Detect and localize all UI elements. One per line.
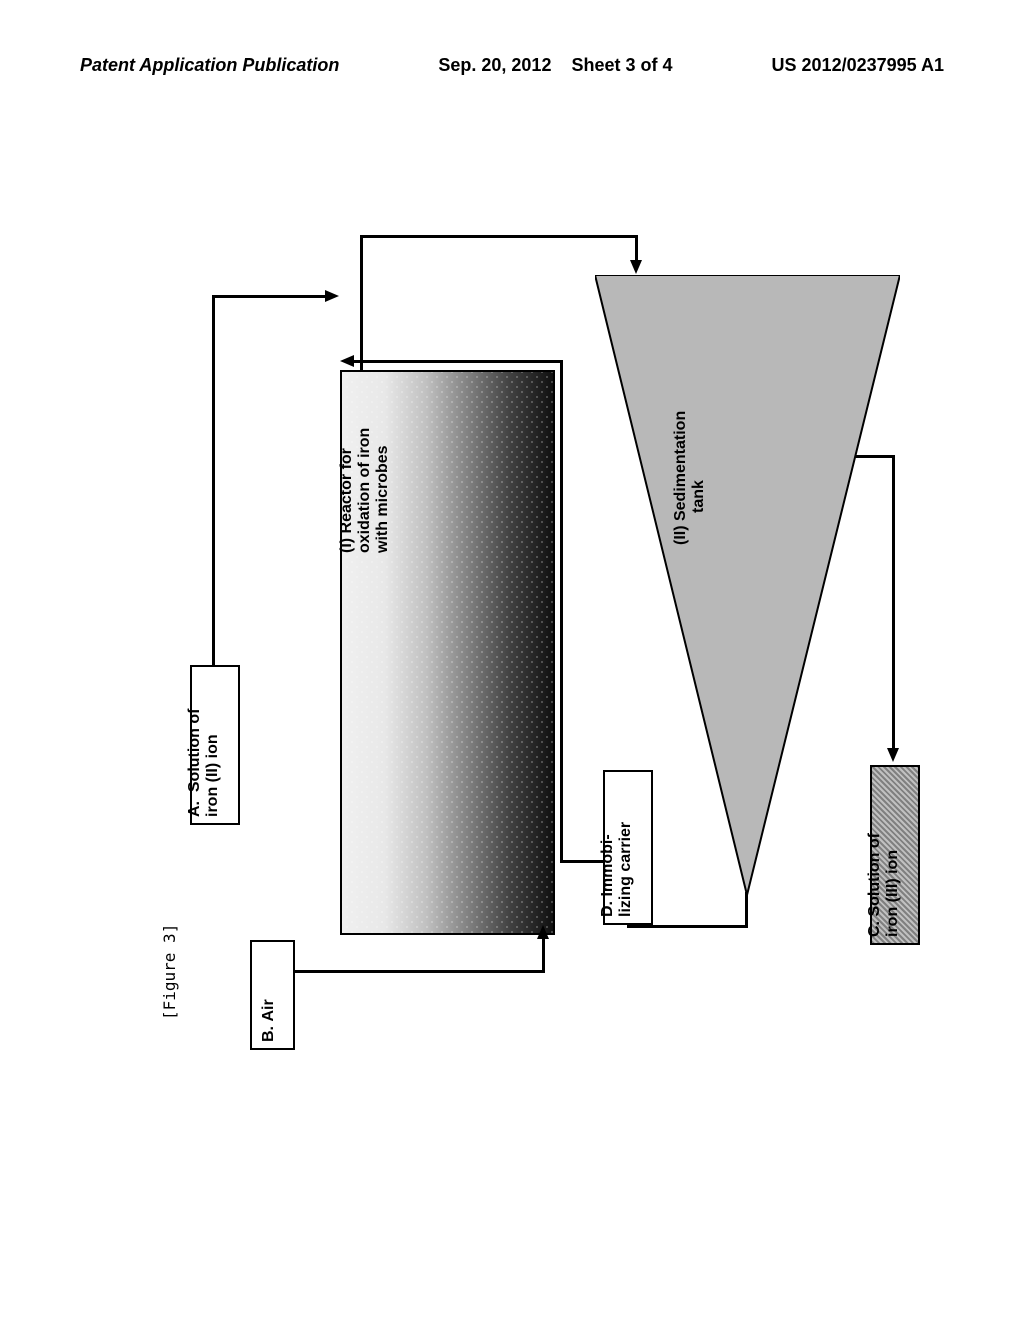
reactor-text: Reactor foroxidation of ironwith microbe… — [338, 428, 391, 553]
arrow-reactor-to-sed-h — [360, 235, 638, 238]
arrow-sed-to-d-h — [627, 925, 747, 928]
arrow-d-to-reactor-v — [560, 360, 563, 863]
publication-label: Patent Application Publication — [80, 55, 339, 76]
arrow-reactor-to-sed-v — [360, 235, 363, 370]
arrow-a-to-reactor-head — [325, 290, 339, 302]
arrow-a-to-reactor-h — [212, 295, 327, 298]
arrow-b-to-reactor-head — [537, 925, 549, 939]
reactor-oxidation: (I) Reactor foroxidation of ironwith mic… — [340, 370, 555, 935]
arrow-reactor-to-sed-v2 — [635, 235, 638, 262]
arrow-b-to-reactor-v — [542, 938, 545, 973]
arrow-d-to-reactor-h2 — [350, 360, 563, 363]
flowchart-diagram: A. Solution ofiron (II) ion B. Air (I) R… — [150, 180, 944, 1200]
box-d-immobilizing-carrier: D. Immobi-lizing carrier — [603, 770, 653, 925]
box-b-air: B. Air — [250, 940, 295, 1050]
arrow-d-to-reactor-head — [340, 355, 354, 367]
box-c-solution-iron-iii: C. Solution ofiron (III) ion — [870, 765, 920, 945]
arrow-sed-to-c-h — [855, 455, 895, 458]
arrow-reactor-to-sed-head — [630, 260, 642, 274]
patent-number: US 2012/0237995 A1 — [772, 55, 944, 76]
box-a-text: Solution ofiron (II) ion — [186, 709, 221, 817]
date-sheet: Sep. 20, 2012 Sheet 3 of 4 — [438, 55, 672, 76]
arrow-a-to-reactor-v — [212, 295, 215, 665]
arrow-sed-to-c-head — [887, 748, 899, 762]
arrow-b-to-reactor-h — [295, 970, 545, 973]
box-a-solution-iron-ii: A. Solution ofiron (II) ion — [190, 665, 240, 825]
page-header: Patent Application Publication Sep. 20, … — [0, 55, 1024, 76]
arrow-d-to-reactor-h — [560, 860, 603, 863]
arrow-sed-to-c-v — [892, 455, 895, 750]
arrow-sed-to-d-v — [745, 892, 748, 928]
